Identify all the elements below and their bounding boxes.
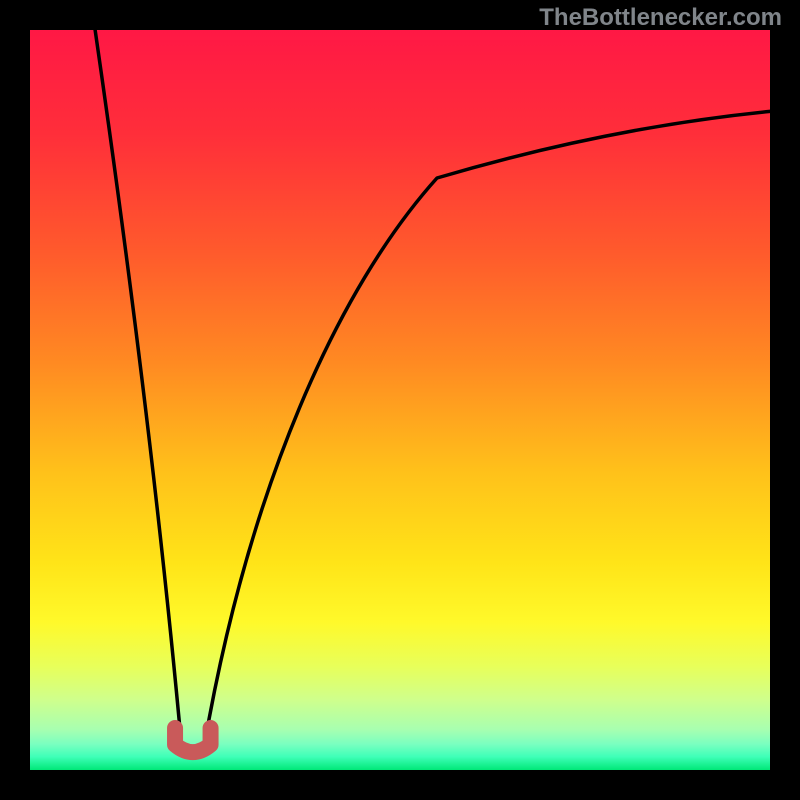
plot-background: [30, 30, 770, 770]
bottleneck-chart: [0, 0, 800, 800]
